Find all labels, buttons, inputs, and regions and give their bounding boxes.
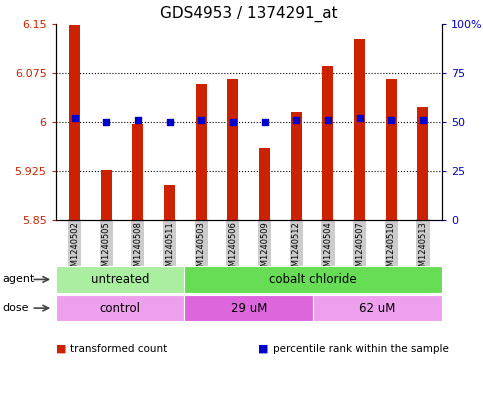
Point [71, 115, 78, 121]
Bar [56, 295, 185, 321]
Point [198, 117, 205, 123]
Point [134, 117, 142, 123]
Bar [56, 266, 185, 293]
Point [166, 119, 173, 125]
Title: GDS4953 / 1374291_at: GDS4953 / 1374291_at [160, 6, 338, 22]
Text: ■: ■ [56, 344, 66, 354]
Bar [185, 295, 313, 321]
Point [356, 115, 364, 121]
Bar [100, 170, 112, 220]
Bar [417, 107, 428, 220]
Bar [354, 39, 365, 220]
Point [261, 119, 269, 125]
Bar [132, 124, 143, 220]
Point [419, 117, 427, 123]
Bar [196, 84, 207, 220]
Bar [386, 79, 397, 220]
Text: agent: agent [2, 274, 35, 285]
Text: 29 uM: 29 uM [230, 301, 267, 315]
Point [324, 117, 332, 123]
Point [387, 117, 395, 123]
Text: cobalt chloride: cobalt chloride [270, 273, 357, 286]
Text: ■: ■ [258, 344, 269, 354]
Text: 62 uM: 62 uM [359, 301, 396, 315]
Point [102, 119, 110, 125]
Text: percentile rank within the sample: percentile rank within the sample [273, 344, 449, 354]
Bar [291, 112, 302, 220]
Point [292, 117, 300, 123]
Text: transformed count: transformed count [70, 344, 167, 354]
Text: dose: dose [2, 303, 29, 313]
Bar [69, 25, 80, 220]
Bar [227, 79, 239, 220]
Bar [164, 185, 175, 220]
Bar [259, 148, 270, 220]
Text: control: control [99, 301, 141, 315]
Text: untreated: untreated [91, 273, 149, 286]
Bar [322, 66, 333, 220]
Bar [185, 266, 442, 293]
Point [229, 119, 237, 125]
Bar [313, 295, 442, 321]
